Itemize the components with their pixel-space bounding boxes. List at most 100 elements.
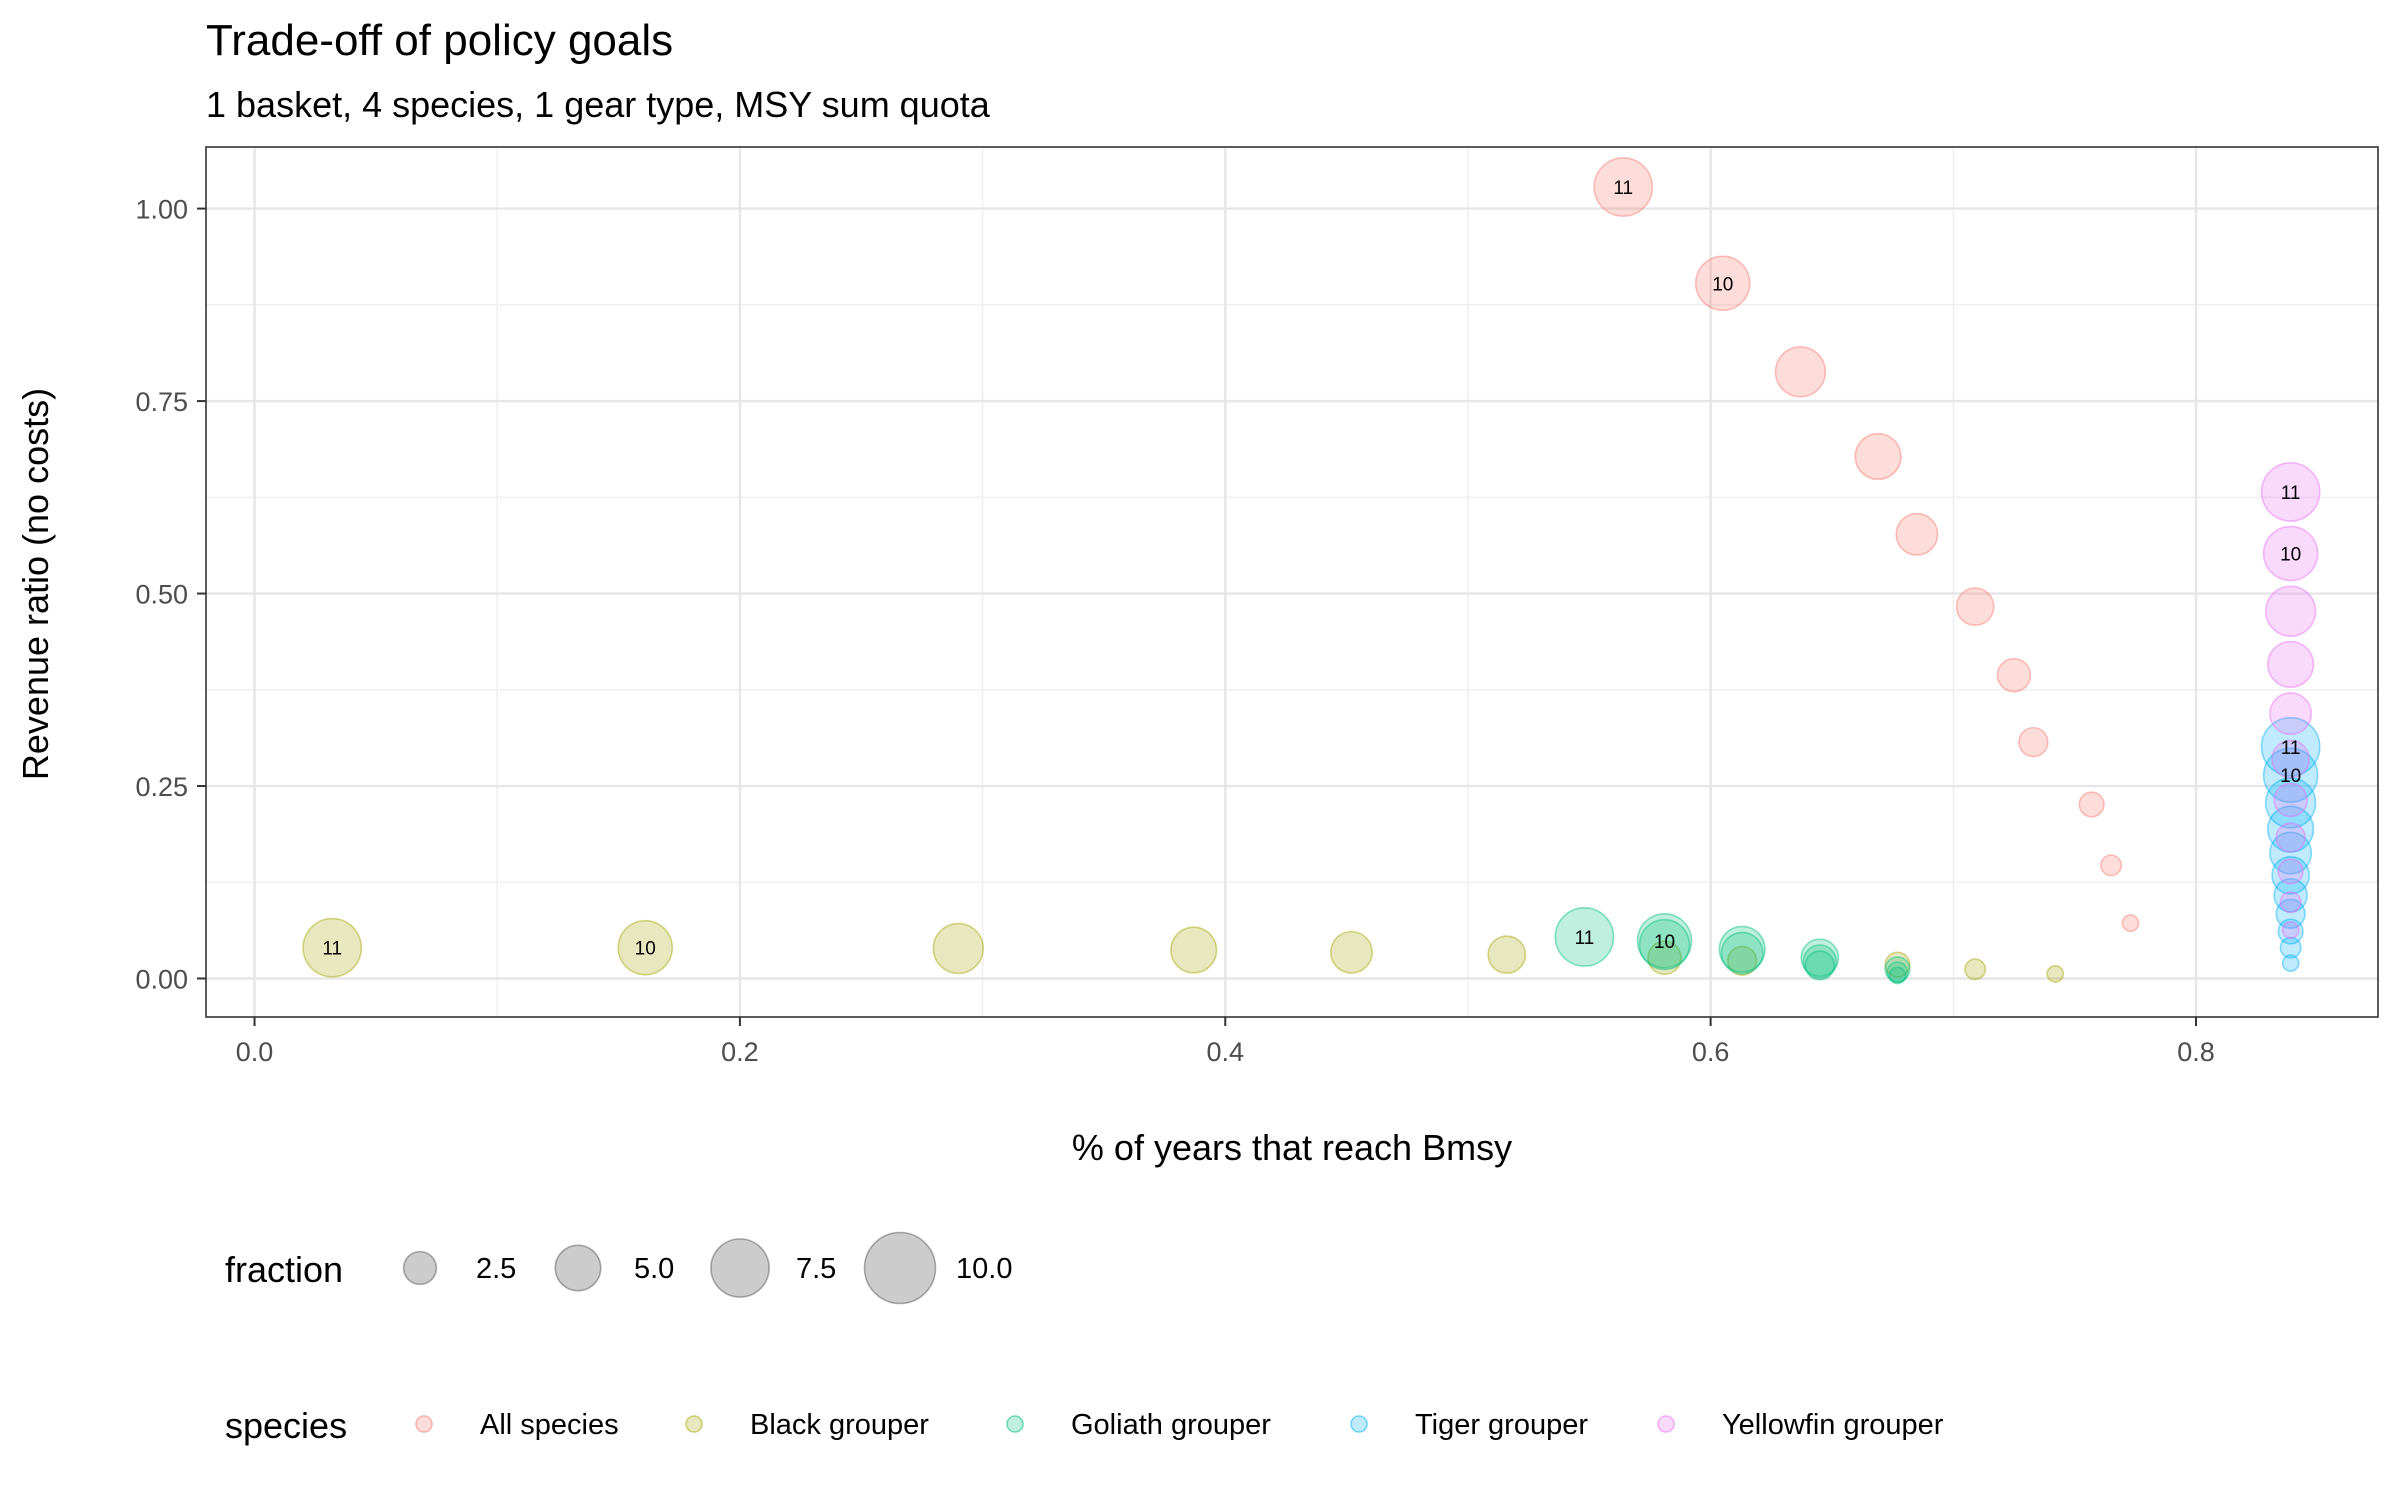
point-black-grouper-1 <box>617 919 674 976</box>
point-tiger-grouper-6 <box>2273 878 2308 913</box>
points <box>302 157 2321 985</box>
species-legend-key-tiger-grouper <box>1350 1415 1368 1433</box>
point-goliath-grouper-9 <box>1886 961 1909 984</box>
series-yellowfin-grouper <box>2260 462 2321 939</box>
species-legend-key-all-species <box>415 1415 433 1433</box>
plot-border <box>205 146 2379 1018</box>
point-goliath-grouper-10 <box>1888 966 1907 985</box>
point-black-grouper-7 <box>1726 945 1758 976</box>
size-legend-label-1: 5.0 <box>634 1253 674 1285</box>
point-all-species-1 <box>1694 255 1751 312</box>
point-tiger-grouper-0 <box>2260 716 2321 777</box>
point-yellowfin-grouper-5 <box>2271 739 2311 779</box>
y-tick-label-0: 0.00 <box>135 965 188 995</box>
point-all-species-10 <box>2121 914 2140 932</box>
point-tiger-grouper-2 <box>2264 777 2317 829</box>
point-all-species-3 <box>1854 432 1902 481</box>
point-tiger-grouper-9 <box>2279 936 2302 959</box>
point-goliath-grouper-0 <box>1554 907 1615 967</box>
size-legend-label-0: 2.5 <box>476 1253 516 1285</box>
point-goliath-grouper-2 <box>1638 918 1691 971</box>
point-yellowfin-grouper-8 <box>2277 858 2304 885</box>
series-all-species <box>1593 157 2140 932</box>
size-legend: fraction 2.5 5.0 7.5 10.0 <box>225 1231 1012 1305</box>
species-legend-label-goliath-grouper: Goliath grouper <box>1071 1409 1271 1441</box>
point-yellowfin-grouper-0 <box>2260 462 2321 522</box>
point-label-goliath-grouper-0: 11 <box>1575 928 1595 949</box>
x-tick-label-1: 0.2 <box>721 1037 759 1067</box>
species-legend-key-black-grouper <box>685 1415 703 1433</box>
point-all-species-0 <box>1593 157 1654 217</box>
point-label-tiger-grouper-1: 10 <box>2280 766 2301 787</box>
species-legend-label-black-grouper: Black grouper <box>750 1409 929 1441</box>
series-black-grouper <box>302 917 2065 983</box>
y-tick-label-4: 1.00 <box>135 195 188 225</box>
point-all-species-7 <box>2018 726 2049 758</box>
point-yellowfin-grouper-4 <box>2269 692 2313 736</box>
point-all-species-4 <box>1895 512 1939 556</box>
point-labels: 11 10 11 10 11 10 11 10 11 10 <box>322 178 2301 960</box>
point-label-tiger-grouper-0: 11 <box>2281 738 2301 759</box>
species-legend-title: species <box>225 1405 347 1446</box>
point-all-species-8 <box>2078 791 2105 818</box>
point-goliath-grouper-1 <box>1636 912 1693 969</box>
point-label-goliath-grouper-1: 10 <box>1654 932 1675 953</box>
size-legend-label-2: 7.5 <box>796 1253 836 1285</box>
y-tick-label-3: 0.75 <box>135 387 188 417</box>
point-tiger-grouper-5 <box>2271 855 2311 895</box>
point-tiger-grouper-10 <box>2281 954 2300 973</box>
size-legend-title: fraction <box>225 1249 343 1290</box>
x-axis: 0.0 0.2 0.4 0.6 0.8 <box>236 1017 2215 1067</box>
point-goliath-grouper-4 <box>1720 931 1764 975</box>
point-yellowfin-grouper-1 <box>2262 525 2319 582</box>
point-label-yellowfin-grouper-0: 11 <box>2281 483 2301 504</box>
point-label-yellowfin-grouper-1: 10 <box>2280 545 2301 566</box>
point-yellowfin-grouper-2 <box>2264 585 2317 637</box>
species-legend-key-goliath-grouper <box>1006 1415 1024 1433</box>
y-tick-label-1: 0.25 <box>135 772 188 802</box>
chart-title: Trade-off of policy goals <box>206 16 673 65</box>
point-yellowfin-grouper-3 <box>2267 640 2315 688</box>
point-goliath-grouper-3 <box>1718 925 1766 973</box>
point-all-species-2 <box>1774 346 1827 398</box>
point-yellowfin-grouper-7 <box>2275 822 2306 853</box>
point-yellowfin-grouper-6 <box>2273 782 2308 818</box>
species-legend-label-tiger-grouper: Tiger grouper <box>1415 1409 1588 1441</box>
size-legend-label-3: 10.0 <box>956 1253 1012 1285</box>
point-tiger-grouper-1 <box>2262 747 2319 804</box>
point-goliath-grouper-8 <box>1884 956 1911 983</box>
point-yellowfin-grouper-9 <box>2279 891 2302 914</box>
point-all-species-5 <box>1955 587 1995 627</box>
size-legend-key-3 <box>863 1231 937 1305</box>
species-legend-key-yellowfin-grouper <box>1657 1415 1675 1433</box>
point-black-grouper-4 <box>1329 930 1373 974</box>
point-goliath-grouper-5 <box>1800 938 1840 978</box>
point-tiger-grouper-7 <box>2275 898 2306 930</box>
point-tiger-grouper-8 <box>2277 918 2304 945</box>
point-all-species-6 <box>1996 657 2032 693</box>
point-all-species-9 <box>2100 854 2123 877</box>
species-legend-label-all-species: All species <box>480 1409 619 1441</box>
x-tick-label-3: 0.6 <box>1692 1037 1730 1067</box>
x-axis-label: % of years that reach Bmsy <box>1072 1127 1512 1168</box>
x-tick-label-4: 0.8 <box>2177 1037 2215 1067</box>
point-black-grouper-2 <box>932 922 985 975</box>
point-goliath-grouper-6 <box>1802 944 1838 979</box>
chart-subtitle: 1 basket, 4 species, 1 gear type, MSY su… <box>206 84 991 125</box>
size-legend-key-1 <box>554 1244 602 1292</box>
point-black-grouper-5 <box>1487 935 1527 975</box>
point-black-grouper-8 <box>1884 951 1911 978</box>
point-yellowfin-grouper-10 <box>2281 921 2300 939</box>
point-goliath-grouper-7 <box>1804 950 1836 981</box>
grid <box>206 147 2378 1017</box>
point-label-black-grouper-1: 10 <box>635 939 656 960</box>
y-axis-label: Revenue ratio (no costs) <box>15 388 56 780</box>
point-tiger-grouper-3 <box>2267 805 2315 853</box>
series-goliath-grouper <box>1554 907 1911 985</box>
size-legend-key-2 <box>710 1238 770 1298</box>
point-black-grouper-0 <box>302 917 363 978</box>
size-legend-key-0 <box>402 1250 438 1286</box>
species-legend-label-yellowfin-grouper: Yellowfin grouper <box>1722 1409 1944 1441</box>
x-tick-label-0: 0.0 <box>236 1037 274 1067</box>
